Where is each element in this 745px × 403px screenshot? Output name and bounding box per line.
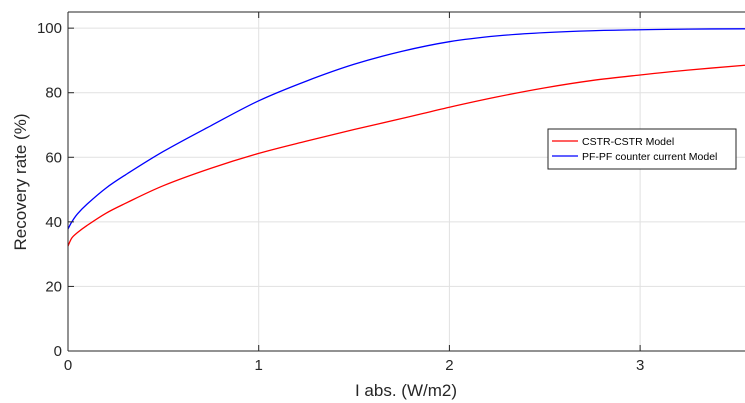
axes bbox=[67, 11, 745, 352]
legend: CSTR-CSTR Model PF-PF counter current Mod… bbox=[547, 128, 737, 170]
x-tick-label-2: 2 bbox=[445, 357, 453, 374]
legend-box bbox=[547, 128, 737, 170]
x-axis-ticks: 0 1 2 3 bbox=[64, 12, 644, 374]
legend-label-1: PF-PF counter current Model bbox=[582, 151, 717, 163]
x-axis-title: I abs. (W/m2) bbox=[355, 381, 457, 400]
x-tick-label-1: 1 bbox=[255, 357, 263, 374]
plot-area bbox=[68, 12, 745, 351]
x-tick-label-3: 3 bbox=[636, 357, 644, 374]
grid-lines bbox=[68, 12, 745, 351]
y-tick-label-3: 60 bbox=[45, 149, 62, 166]
y-axis-ticks: 0 20 40 60 80 100 bbox=[37, 20, 74, 360]
y-axis-title: Recovery rate (%) bbox=[11, 114, 30, 251]
y-tick-label-4: 80 bbox=[45, 85, 62, 102]
y-tick-label-1: 20 bbox=[45, 278, 62, 295]
series-group bbox=[67, 28, 745, 247]
legend-label-0: CSTR-CSTR Model bbox=[582, 136, 674, 148]
y-tick-label-2: 40 bbox=[45, 214, 62, 231]
series-line-0 bbox=[67, 64, 745, 247]
y-tick-label-0: 0 bbox=[54, 343, 62, 360]
y-tick-label-5: 100 bbox=[37, 20, 62, 37]
series-line-1 bbox=[67, 28, 745, 230]
x-tick-label-0: 0 bbox=[64, 357, 72, 374]
